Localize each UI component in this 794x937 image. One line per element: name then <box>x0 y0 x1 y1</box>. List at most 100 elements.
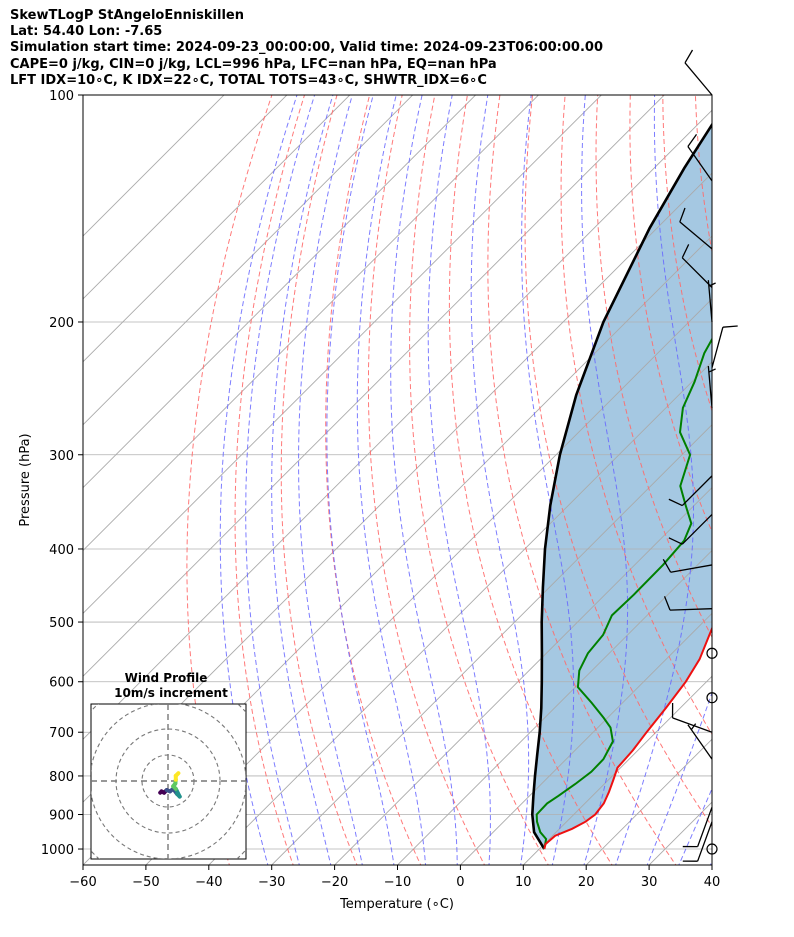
wind-barb <box>687 134 713 182</box>
chart-title-line-1: SkewTLogP StAngeloEnniskillen <box>10 8 244 23</box>
wind-barb-staff <box>697 806 713 847</box>
wind-barb-staff <box>707 366 713 408</box>
isotherm-gridline <box>396 549 712 865</box>
chart-title-line-2: Lat: 54.40 Lon: -7.65 <box>10 24 163 39</box>
dry-adiabat <box>727 78 794 868</box>
isotherm-gridline <box>83 95 351 363</box>
moist-adiabat <box>271 95 334 865</box>
dry-adiabat <box>759 78 794 868</box>
moist-adiabat <box>427 95 491 865</box>
dry-adiabat <box>448 95 613 865</box>
y-tick-label: 500 <box>49 616 74 631</box>
moist-adiabat <box>219 95 298 865</box>
moist-adiabat <box>245 95 316 865</box>
dry-adiabat <box>524 95 712 828</box>
moist-adiabat <box>678 787 712 865</box>
moist-adiabat <box>390 95 458 865</box>
hodograph-title: Wind Profile <box>125 671 208 685</box>
wind-barb-flag <box>687 134 698 147</box>
wind-barb-flag <box>662 558 672 573</box>
y-tick-label: 1000 <box>41 843 74 858</box>
wind-barb-staff <box>670 608 713 611</box>
dry-adiabat <box>595 95 712 639</box>
y-tick-label: 400 <box>49 543 74 558</box>
isotherm-gridline <box>83 95 225 237</box>
dry-adiabat <box>325 95 422 865</box>
wind-barb <box>684 49 713 96</box>
wind-barb-flag <box>668 498 683 507</box>
x-tick-label: 40 <box>704 875 721 890</box>
wind-barb-staff <box>707 280 713 323</box>
wind-barb <box>681 244 713 288</box>
moist-adiabat <box>709 860 712 865</box>
isotherm-gridline <box>208 361 712 865</box>
moist-adiabat <box>581 95 629 865</box>
moist-adiabat <box>740 78 794 868</box>
wind-barb <box>679 207 713 250</box>
wind-barb <box>663 596 713 611</box>
wind-barb-staff <box>684 62 713 96</box>
wind-barb <box>668 475 713 507</box>
y-tick-label: 900 <box>49 809 74 824</box>
wind-barb-flag <box>681 244 690 259</box>
dry-adiabat <box>280 95 358 865</box>
wind-barb-staff <box>681 475 713 507</box>
wind-barb-flag <box>668 537 683 545</box>
x-tick-label: −10 <box>384 875 411 890</box>
x-tick-label: 0 <box>456 875 464 890</box>
isotherm-gridline <box>333 486 712 865</box>
x-tick-label: −20 <box>321 875 348 890</box>
wind-barb <box>711 325 738 368</box>
wind-barb-staff <box>681 257 713 288</box>
dry-adiabat <box>367 95 486 865</box>
y-tick-label: 600 <box>49 676 74 691</box>
wind-barb-staff <box>670 564 713 573</box>
moist-adiabat <box>298 95 363 865</box>
isotherm-gridline <box>83 95 540 552</box>
isotherm-gridline <box>459 612 712 865</box>
y-tick-label: 300 <box>49 449 74 464</box>
x-tick-label: −40 <box>195 875 222 890</box>
wind-barb-staff <box>697 821 713 862</box>
dewpoint-profile-line <box>535 337 712 850</box>
x-tick-label: −50 <box>132 875 159 890</box>
y-tick-label: 700 <box>49 726 74 741</box>
wind-barb-flag <box>684 49 694 64</box>
moist-adiabat <box>326 95 395 865</box>
wind-barb-staff <box>687 146 713 182</box>
dry-adiabat <box>560 95 712 736</box>
isotherm-gridline <box>711 864 712 865</box>
dry-adiabat <box>186 95 273 865</box>
x-tick-label: 20 <box>578 875 595 890</box>
wind-barb-staff <box>681 514 713 545</box>
wind-barb <box>671 702 713 733</box>
chart-title-line-4: CAPE=0 j/kg, CIN=0 j/kg, LCL=996 hPa, LF… <box>10 57 497 72</box>
hodograph-segment <box>173 771 181 778</box>
wind-barb <box>668 514 713 545</box>
x-tick-label: −60 <box>69 875 96 890</box>
dry-adiabat <box>487 95 677 865</box>
hodograph-subtitle: 10m/s increment <box>114 686 228 700</box>
isotherm-gridline <box>83 95 414 426</box>
dry-adiabat <box>409 95 549 865</box>
wind-barb-staff <box>687 724 713 760</box>
isotherm-gridline <box>83 95 665 677</box>
y-tick-label: 100 <box>49 89 74 104</box>
parcel-profile-line <box>530 122 712 850</box>
wind-barb-staff <box>672 717 713 733</box>
wind-barb-half-flag <box>690 723 697 731</box>
x-tick-label: 30 <box>641 875 658 890</box>
isotherm-gridline <box>83 95 603 615</box>
x-tick-label: −30 <box>258 875 285 890</box>
wind-barb-staff <box>679 221 713 250</box>
wind-barb <box>687 723 713 760</box>
isotherm-gridline <box>271 424 712 865</box>
x-tick-label: 10 <box>515 875 532 890</box>
wind-barb-flag <box>679 207 686 223</box>
dry-adiabat <box>662 95 712 413</box>
hodograph-plot <box>91 704 246 859</box>
temperature-profile-line <box>543 625 712 850</box>
wind-barb-flag <box>722 325 738 328</box>
wind-barb-staff <box>711 327 724 368</box>
chart-title-line-5: LFT IDX=10∘C, K IDX=22∘C, TOTAL TOTS=43∘… <box>10 73 487 88</box>
